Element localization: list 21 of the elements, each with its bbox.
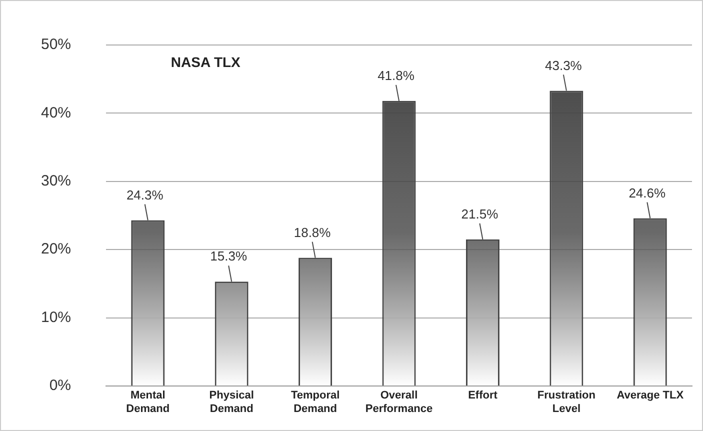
data-label: 43.3% — [544, 58, 582, 73]
x-tick-label: Physical Demand — [209, 390, 254, 415]
y-tick-label: 50% — [40, 36, 72, 54]
x-tick-label: Temporal Demand — [290, 390, 340, 415]
x-tick-label: Overall Performance — [365, 390, 433, 415]
y-tick-label: 10% — [40, 308, 72, 326]
x-tick-label: Mental Demand — [126, 390, 170, 415]
y-tick-label: 40% — [40, 104, 72, 122]
x-tick-label: Effort — [468, 390, 498, 402]
data-label: 24.6% — [628, 185, 666, 200]
x-tick-label: Average TLX — [616, 390, 684, 402]
data-label: 41.8% — [378, 68, 415, 83]
data-label: 18.8% — [294, 224, 332, 240]
text: NASA TLX — [170, 54, 242, 70]
x-tick-label: Frustration Level — [537, 390, 596, 415]
data-label: 15.3% — [210, 248, 248, 264]
data-label: 24.3% — [126, 187, 164, 202]
y-tick-label: 20% — [40, 240, 72, 258]
y-tick-label: 0% — [49, 377, 72, 394]
data-label: 21.5% — [461, 206, 499, 222]
y-tick-label: 30% — [40, 172, 72, 190]
